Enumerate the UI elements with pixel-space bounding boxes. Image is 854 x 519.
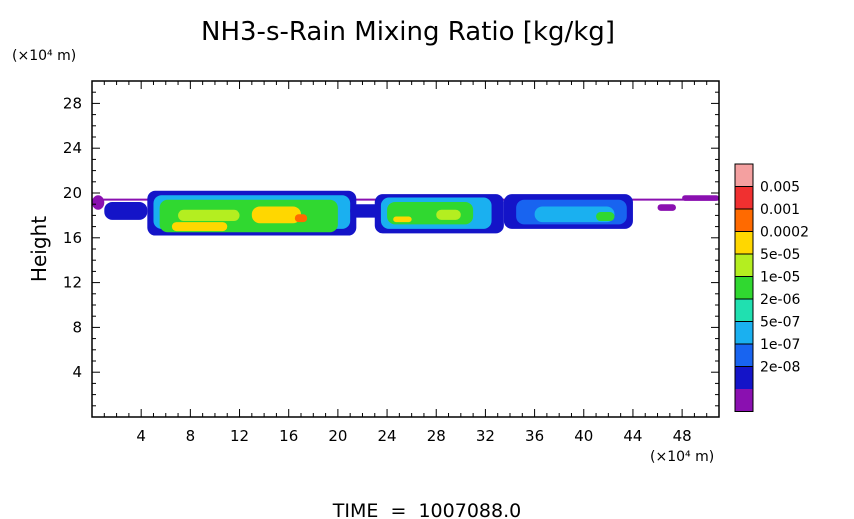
x-tick-label: 32	[476, 427, 495, 445]
y-tick-label: 4	[72, 363, 82, 381]
colorbar-label: 0.0002	[760, 225, 809, 241]
colorbar-swatch	[735, 231, 753, 254]
x-tick-label: 40	[574, 427, 593, 445]
y-tick-label: 24	[63, 139, 82, 157]
y-unit-label: (×10⁴ m)	[12, 48, 76, 64]
contour-region	[682, 195, 719, 201]
heatmap-cells	[92, 190, 719, 236]
colorbar-label: 2e-06	[760, 292, 800, 308]
colorbar-swatch	[735, 186, 753, 209]
x-tick-label: 20	[328, 427, 347, 445]
contour-region	[436, 209, 461, 220]
colorbar-label: 5e-07	[760, 315, 800, 331]
colorbar-label: 2e-08	[760, 360, 800, 376]
contour-region	[251, 206, 301, 224]
colorbar-swatch	[735, 209, 753, 232]
plot-frame	[91, 80, 720, 418]
x-tick-label: 36	[525, 427, 544, 445]
contour-region	[596, 212, 615, 221]
contour-region	[534, 206, 615, 223]
colorbar-swatch	[735, 366, 753, 389]
y-tick-label: 12	[63, 274, 82, 292]
contour-region	[393, 216, 412, 223]
x-tick-label: 12	[230, 427, 249, 445]
colorbar-swatch	[735, 299, 753, 322]
colorbar-label: 0.005	[760, 180, 800, 196]
y-tick-label: 8	[72, 318, 82, 336]
x-tick-label: 24	[378, 427, 397, 445]
colorbar-label: 1e-07	[760, 337, 800, 353]
x-unit-label: (×10⁴ m)	[650, 449, 714, 465]
colorbar-swatch	[735, 321, 753, 344]
x-tick-label: 48	[673, 427, 692, 445]
y-tick-label: 20	[63, 184, 82, 202]
colorbar-swatch	[735, 254, 753, 277]
colorbar-label: 0.001	[760, 202, 800, 218]
contour-region	[657, 204, 676, 211]
colorbar-swatch	[735, 389, 753, 412]
colorbar-label: 5e-05	[760, 247, 800, 263]
y-tick-label: 16	[63, 229, 82, 247]
contour-region	[104, 201, 148, 220]
x-tick-label: 28	[427, 427, 446, 445]
colorbar-swatch	[735, 164, 753, 187]
chart-title: NH3-s-Rain Mixing Ratio [kg/kg]	[201, 17, 615, 47]
colorbar-swatch	[735, 344, 753, 367]
contour-region	[92, 195, 105, 210]
contour-region	[178, 209, 240, 221]
y-axis-label: Height	[27, 216, 51, 282]
colorbar-frame	[734, 163, 754, 412]
colorbar-label: 1e-05	[760, 270, 800, 286]
y-tick-label: 28	[63, 94, 82, 112]
colorbar-swatch	[735, 276, 753, 299]
x-tick-label: 8	[186, 427, 196, 445]
x-tick-label: 44	[623, 427, 642, 445]
x-tick-label: 16	[279, 427, 298, 445]
contour-region	[294, 214, 308, 223]
x-tick-label: 4	[136, 427, 146, 445]
footer-time: TIME = 1007088.0	[332, 500, 521, 519]
contour-region	[171, 222, 228, 232]
colorbar: 0.005 0.001 0.0002 5e-05 1e-05 2e-06 5e-07 1e-0…	[734, 163, 809, 412]
